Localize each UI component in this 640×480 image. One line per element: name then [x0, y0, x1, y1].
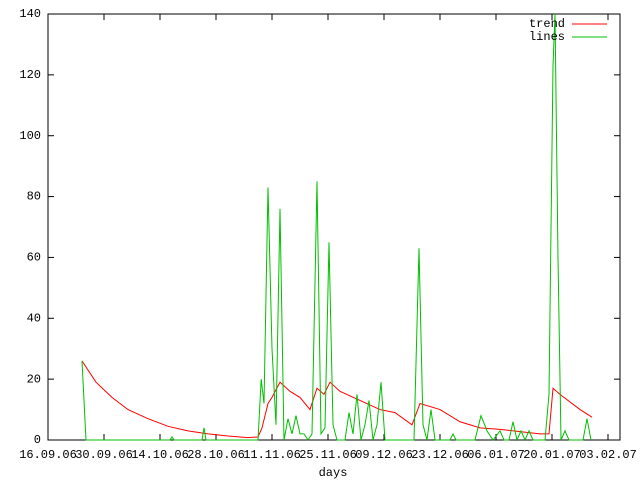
- y-tick-label: 100: [19, 129, 41, 143]
- y-tick-label: 20: [27, 372, 41, 386]
- x-tick-label: 28.10.06: [187, 448, 245, 462]
- y-tick-label: 0: [34, 433, 41, 447]
- x-tick-label: 16.09.06: [19, 448, 77, 462]
- x-tick-label: 23.12.06: [411, 448, 469, 462]
- y-tick-label: 40: [27, 311, 41, 325]
- y-tick-label: 140: [19, 7, 41, 21]
- x-tick-label: 09.12.06: [355, 448, 413, 462]
- legend-label: trend: [529, 17, 565, 31]
- legend-label: lines: [529, 30, 565, 44]
- x-tick-label: 14.10.06: [131, 448, 189, 462]
- x-tick-label: 06.01.07: [467, 448, 525, 462]
- plot-frame: [47, 13, 621, 441]
- x-tick-label: 25.11.06: [299, 448, 357, 462]
- y-tick-label: 80: [27, 190, 41, 204]
- y-tick-label: 60: [27, 251, 41, 265]
- x-axis-label: days: [319, 466, 348, 480]
- x-tick-label: 03.02.07: [579, 448, 637, 462]
- x-tick-label: 30.09.06: [75, 448, 133, 462]
- series-line: [81, 13, 592, 442]
- x-tick-label: 11.11.06: [243, 448, 301, 462]
- y-tick-label: 120: [19, 68, 41, 82]
- series-line: [81, 360, 593, 439]
- x-tick-label: 20.01.07: [523, 448, 581, 462]
